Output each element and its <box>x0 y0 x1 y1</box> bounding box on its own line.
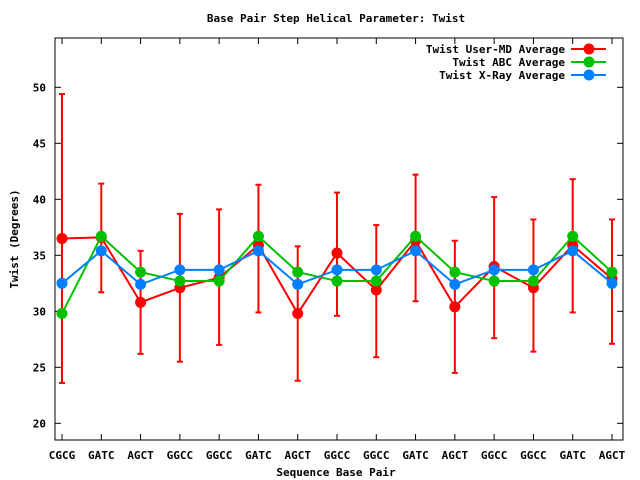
data-point <box>567 245 579 257</box>
legend-label: Twist ABC Average <box>452 56 565 69</box>
data-point <box>449 278 461 290</box>
data-point <box>488 264 500 276</box>
y-tick-label: 35 <box>33 249 46 262</box>
data-point <box>95 230 107 242</box>
data-point <box>449 266 461 278</box>
series-2 <box>56 230 618 320</box>
x-tick-label: AGCT <box>442 449 469 462</box>
x-axis-ticks: CGCG GATC AGCT GGCC GGCC GATC AGCT GGCC GGCC GATC… <box>49 38 626 462</box>
legend-marker <box>583 56 595 68</box>
data-point <box>331 247 343 259</box>
data-point <box>213 275 225 287</box>
data-point <box>135 266 147 278</box>
series-3 <box>56 245 618 290</box>
x-tick-label: GGCC <box>363 449 390 462</box>
data-point <box>567 230 579 242</box>
data-point <box>488 275 500 287</box>
x-tick-label: CGCG <box>49 449 76 462</box>
data-point <box>213 264 225 276</box>
chart-title: Base Pair Step Helical Parameter: Twist <box>207 12 465 25</box>
data-point <box>95 245 107 257</box>
data-point <box>410 230 422 242</box>
data-point <box>449 301 461 313</box>
y-tick-label: 25 <box>33 361 46 374</box>
legend-marker <box>583 43 595 55</box>
x-tick-label: AGCT <box>127 449 154 462</box>
data-point <box>292 278 304 290</box>
legend-label: Twist User-MD Average <box>426 43 565 56</box>
legend-label: Twist X-Ray Average <box>439 69 565 82</box>
data-point <box>56 277 68 289</box>
x-tick-label: GGCC <box>481 449 508 462</box>
y-tick-label: 30 <box>33 305 46 318</box>
data-point <box>331 264 343 276</box>
data-point <box>56 308 68 320</box>
data-point <box>135 278 147 290</box>
data-point <box>252 245 264 257</box>
x-tick-label: GGCC <box>324 449 351 462</box>
x-tick-label: AGCT <box>599 449 626 462</box>
data-point <box>370 264 382 276</box>
series-group <box>56 230 618 320</box>
data-point <box>527 264 539 276</box>
y-tick-label: 50 <box>33 81 46 94</box>
data-point <box>370 275 382 287</box>
x-tick-label: GGCC <box>520 449 547 462</box>
data-point <box>252 230 264 242</box>
data-point <box>292 266 304 278</box>
legend-marker <box>583 69 595 81</box>
data-point <box>370 284 382 296</box>
x-tick-label: GATC <box>245 449 272 462</box>
x-tick-label: GGCC <box>167 449 194 462</box>
x-axis-label: Sequence Base Pair <box>276 466 396 479</box>
x-tick-label: GATC <box>402 449 429 462</box>
x-tick-label: GATC <box>88 449 115 462</box>
data-point <box>174 264 186 276</box>
y-tick-label: 45 <box>33 137 46 150</box>
y-axis-label: Twist (Degrees) <box>8 189 21 288</box>
data-point <box>331 275 343 287</box>
y-tick-label: 40 <box>33 193 46 206</box>
data-point <box>56 233 68 244</box>
data-point <box>292 308 304 320</box>
data-point <box>527 275 539 287</box>
x-tick-label: AGCT <box>284 449 311 462</box>
y-tick-label: 20 <box>33 417 46 430</box>
data-point <box>410 245 422 257</box>
data-point <box>606 266 618 278</box>
plot-border <box>54 37 624 441</box>
data-point <box>174 275 186 287</box>
data-point <box>135 296 147 308</box>
x-tick-label: GGCC <box>206 449 233 462</box>
data-point <box>606 277 618 289</box>
x-tick-label: GATC <box>559 449 586 462</box>
